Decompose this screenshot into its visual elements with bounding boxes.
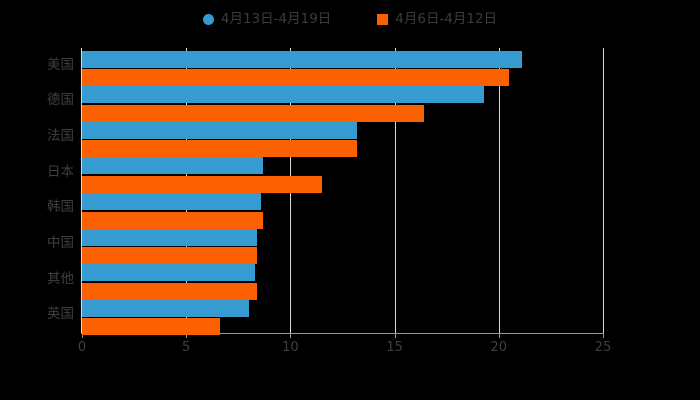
category-label-5: 中国 [47, 234, 74, 251]
legend-square-marker-icon [377, 13, 389, 25]
x-axis-tick-label-0: 0 [77, 340, 87, 355]
legend-label-series-a: 4月13日-4月19日 [220, 10, 332, 27]
legend-label-series-b: 4月6日-4月12日 [395, 10, 498, 27]
plot-area: 0 5 10 15 20 25 [78, 48, 611, 355]
x-axis-tick-15 [394, 333, 396, 338]
category-label-2: 法国 [47, 128, 74, 145]
bar-series-a-4[interactable] [82, 193, 262, 210]
x-axis-line [81, 333, 604, 334]
bar-series-a-5[interactable] [82, 228, 258, 246]
gridline-x-25 [603, 48, 604, 333]
bar-series-b-2[interactable] [82, 140, 358, 158]
bar-series-b-3[interactable] [82, 175, 322, 193]
legend-item-series-b[interactable]: 4月6日-4月12日 [377, 10, 498, 27]
x-axis-tick-10 [290, 333, 292, 338]
bar-series-b-1[interactable] [82, 104, 424, 122]
bar-series-b-7[interactable] [82, 318, 220, 336]
category-label-4: 韩国 [47, 199, 74, 216]
x-axis-tick-label-10: 10 [282, 340, 299, 355]
category-label-3: 日本 [47, 163, 74, 180]
y-axis-line [81, 48, 82, 333]
x-axis-tick-5 [186, 333, 188, 338]
x-axis-tick-20 [498, 333, 500, 338]
category-label-1: 德国 [47, 92, 74, 109]
bar-series-a-7[interactable] [82, 299, 249, 317]
bar-series-a-1[interactable] [82, 86, 485, 104]
category-label-6: 其他 [47, 270, 74, 287]
x-axis-tick-label-15: 15 [386, 340, 403, 355]
chart-legend: 4月13日-4月19日 4月6日-4月12日 [0, 6, 700, 32]
category-label-0: 美国 [47, 56, 74, 73]
x-axis-tick-0 [82, 333, 83, 338]
bar-series-b-4[interactable] [82, 211, 264, 229]
bar-series-b-6[interactable] [82, 282, 258, 300]
bar-series-b-0[interactable] [82, 69, 510, 87]
bar-series-a-3[interactable] [82, 157, 264, 175]
x-axis-tick-label-5: 5 [182, 340, 191, 355]
bar-series-a-2[interactable] [82, 121, 358, 139]
x-axis-tick-label-25: 25 [594, 340, 612, 355]
category-label-7: 英国 [47, 306, 74, 323]
gridline-x-20 [498, 48, 500, 333]
bar-series-a-0[interactable] [82, 50, 522, 68]
x-axis-tick-25 [603, 333, 604, 338]
bar-series-a-6[interactable] [82, 264, 255, 282]
gridline-x-15 [394, 48, 396, 333]
bar-series-b-5[interactable] [82, 247, 258, 265]
x-axis-tick-label-20: 20 [490, 340, 508, 355]
legend-item-series-a[interactable]: 4月13日-4月19日 [202, 10, 332, 27]
legend-circle-marker-icon [202, 13, 214, 25]
